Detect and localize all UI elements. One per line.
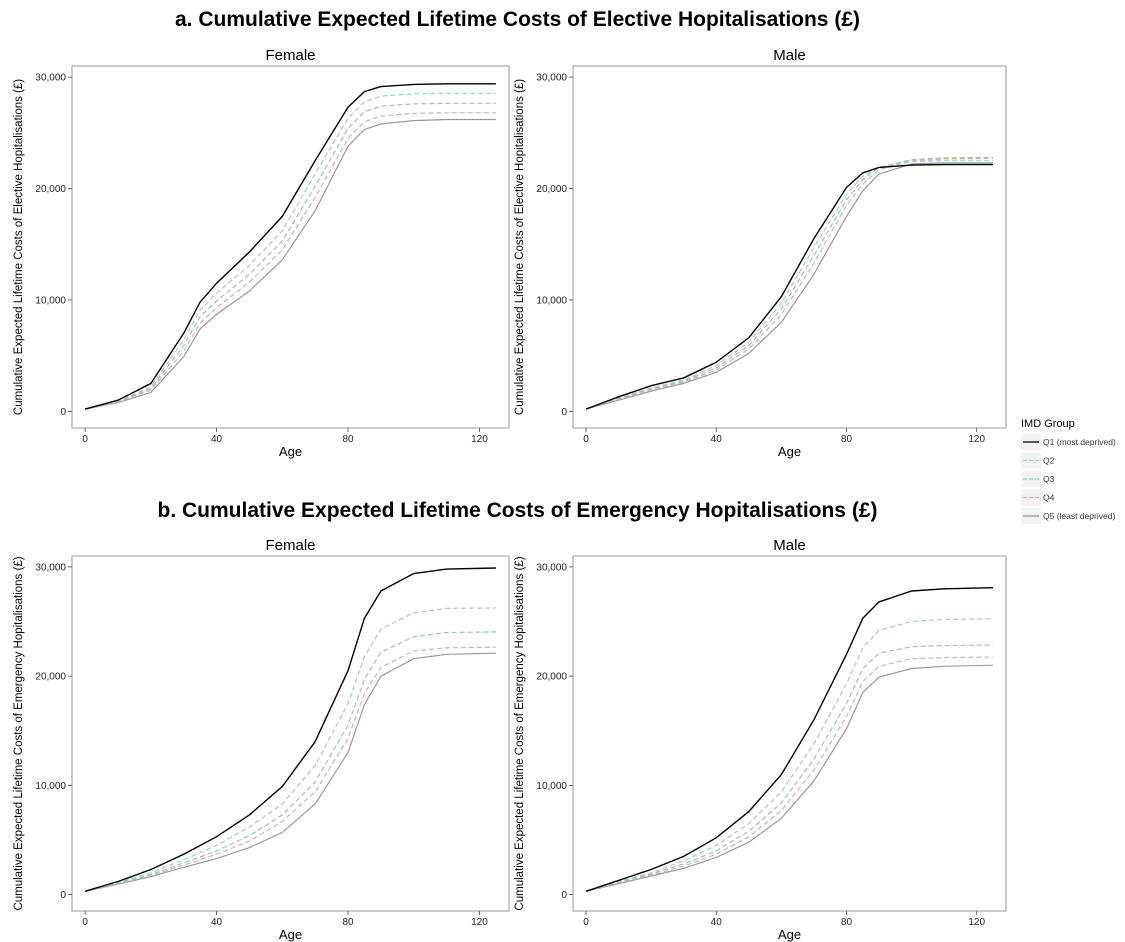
y-tick-label: 20,000 (536, 672, 567, 683)
series-line-q4-b-female (84, 646, 496, 892)
x-tick-label: 0 (82, 917, 88, 928)
y-tick-label: 20,000 (536, 184, 567, 195)
legend-label-q4: Q4 (1043, 493, 1055, 503)
y-tick-label: 0 (561, 890, 567, 901)
series-line-q2-a-male (585, 160, 993, 410)
series-line-q2-a-female (84, 92, 496, 410)
series-line-q3-a-female (84, 102, 496, 410)
plot-panel-b-male (572, 555, 1007, 912)
y-tick-label: 10,000 (35, 781, 66, 792)
series-line-q2-b-male (585, 618, 994, 892)
facet-label-b-male: Male (773, 537, 806, 554)
y-tick-label: 20,000 (35, 184, 66, 195)
y-tick-label: 10,000 (536, 295, 567, 306)
x-tick-label: 120 (968, 917, 985, 928)
x-tick-label: 40 (711, 434, 723, 445)
series-line-q4-b-male (585, 656, 994, 892)
x-axis-label: Age (778, 444, 801, 459)
x-tick-label: 40 (211, 917, 223, 928)
plot-panel-b-female (71, 555, 510, 912)
x-tick-label: 0 (583, 917, 589, 928)
series-line-q1-a-female (84, 83, 496, 410)
y-tick-label: 30,000 (536, 73, 567, 84)
x-tick-label: 120 (968, 434, 985, 445)
x-tick-label: 80 (841, 917, 853, 928)
series-line-q1-a-male (585, 163, 993, 410)
series-line-q5-b-female (84, 652, 496, 892)
y-tick-label: 10,000 (536, 781, 567, 792)
y-axis-label: Cumulative Expected Lifetime Costs of El… (514, 79, 526, 415)
y-tick-label: 30,000 (35, 562, 66, 573)
x-axis-label: Age (778, 927, 801, 942)
series-line-q3-b-male (585, 644, 994, 892)
series-line-q3-a-male (585, 156, 994, 410)
legend-label-q1: Q1 (most deprived) (1043, 437, 1116, 447)
plot-panel-a-male (572, 65, 1007, 429)
x-tick-label: 40 (711, 917, 723, 928)
x-axis-label: Age (279, 444, 302, 459)
series-line-q2-b-female (84, 607, 496, 892)
y-axis-label: Cumulative Expected Lifetime Costs of Em… (13, 556, 25, 910)
x-axis-label: Age (279, 927, 302, 942)
x-tick-label: 80 (342, 434, 354, 445)
series-line-q1-b-female (84, 567, 496, 892)
facet-label-a-male: Male (773, 47, 806, 64)
x-tick-label: 40 (211, 434, 223, 445)
x-tick-label: 120 (471, 434, 488, 445)
y-tick-label: 0 (60, 407, 66, 418)
y-axis-label: Cumulative Expected Lifetime Costs of Em… (514, 556, 526, 910)
y-tick-label: 20,000 (35, 672, 66, 683)
legend-label-q3: Q3 (1043, 474, 1055, 484)
y-tick-label: 0 (561, 407, 567, 418)
y-tick-label: 30,000 (536, 562, 567, 573)
x-tick-label: 120 (471, 917, 488, 928)
legend-label-q5: Q5 (least deprived) (1043, 511, 1115, 521)
series-line-q3-b-female (84, 631, 496, 892)
x-tick-label: 80 (342, 917, 354, 928)
x-tick-label: 80 (841, 434, 853, 445)
facet-label-a-female: Female (265, 47, 315, 64)
y-tick-label: 30,000 (35, 73, 66, 84)
x-tick-label: 0 (583, 434, 589, 445)
legend-label-q2: Q2 (1043, 456, 1055, 466)
y-tick-label: 10,000 (35, 295, 66, 306)
legend-title: IMD Group (1021, 418, 1075, 430)
series-line-q5-a-female (84, 118, 496, 410)
series-line-q1-b-male (585, 587, 994, 892)
chart-title-emergency: b. Cumulative Expected Lifetime Costs of… (157, 499, 878, 522)
x-tick-label: 0 (82, 434, 88, 445)
y-axis-label: Cumulative Expected Lifetime Costs of El… (13, 79, 25, 415)
y-tick-label: 0 (60, 890, 66, 901)
chart-title-elective: a. Cumulative Expected Lifetime Costs of… (174, 8, 860, 31)
series-line-q5-b-male (585, 664, 994, 892)
facet-label-b-female: Female (265, 537, 315, 554)
